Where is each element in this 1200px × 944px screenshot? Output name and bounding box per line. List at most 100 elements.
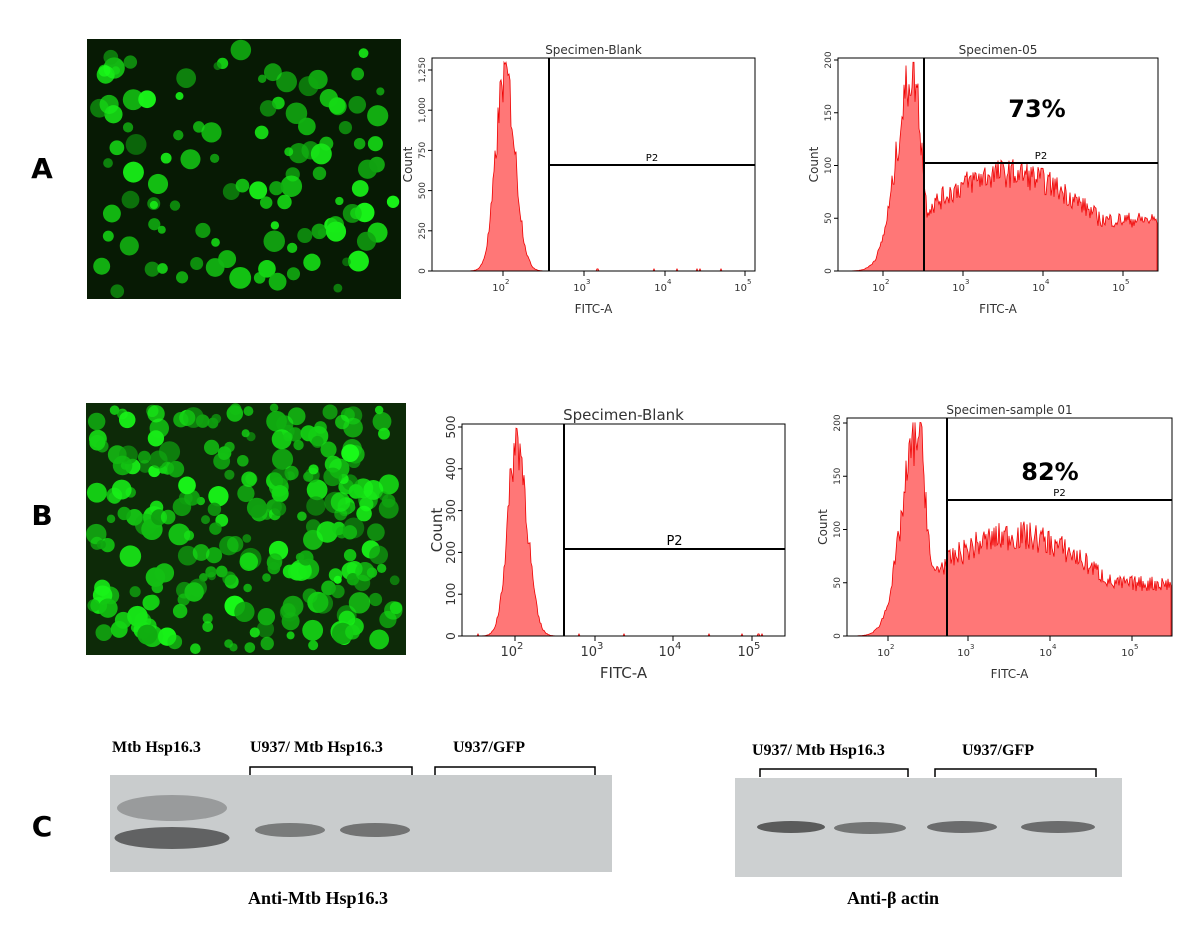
cell — [209, 522, 222, 535]
cell — [118, 411, 136, 429]
blot-membrane — [110, 775, 612, 872]
plot-frame — [461, 423, 786, 637]
x-tick-label: 10 — [952, 283, 965, 294]
x-tick-exponent: 3 — [965, 278, 969, 286]
cell — [103, 158, 113, 168]
y-tick-label: 150 — [833, 467, 843, 484]
cell — [241, 471, 257, 488]
cell — [137, 450, 151, 464]
lane-bracket — [249, 766, 413, 775]
cell — [208, 486, 229, 507]
cell — [285, 102, 308, 125]
cell — [243, 583, 252, 593]
gate-percent: 82% — [1021, 458, 1078, 486]
y-tick-label: 500 — [418, 182, 428, 199]
chart-title: Specimen-sample 01 — [946, 403, 1072, 417]
cell — [381, 494, 396, 508]
cell — [298, 76, 319, 97]
cell — [93, 257, 111, 275]
y-tick-label: 250 — [418, 222, 428, 239]
cell — [89, 434, 106, 451]
gate-label: P2 — [646, 153, 658, 164]
cell — [269, 181, 284, 196]
cell — [342, 525, 358, 540]
cell — [348, 250, 369, 272]
y-tick-label: 400 — [444, 457, 458, 480]
cell — [106, 514, 116, 524]
cell — [325, 221, 347, 242]
y-tick-label: 50 — [824, 212, 834, 224]
cell — [242, 534, 252, 543]
cell — [222, 183, 240, 201]
cell — [376, 87, 385, 96]
x-tick-exponent: 2 — [885, 278, 889, 286]
cell — [308, 464, 319, 475]
cell — [147, 173, 169, 195]
cell — [149, 450, 168, 469]
cell — [328, 97, 346, 114]
cell — [287, 242, 298, 254]
x-tick-exponent: 3 — [586, 278, 590, 286]
cell — [125, 133, 147, 155]
cell — [147, 405, 165, 423]
cell — [207, 417, 219, 429]
cell — [268, 272, 287, 291]
cell — [353, 137, 366, 150]
cell — [110, 620, 128, 638]
x-axis-label: FITC-A — [575, 302, 614, 316]
cell — [201, 122, 222, 143]
x-tick-exponent: 3 — [970, 643, 974, 651]
cell — [138, 90, 156, 109]
cell — [342, 257, 351, 267]
panel-label: A — [31, 152, 53, 185]
cell — [168, 523, 191, 546]
cell — [149, 200, 159, 210]
cell — [320, 441, 337, 458]
cell — [286, 267, 301, 281]
y-tick-label: 100 — [833, 521, 843, 538]
y-axis-label: Count — [428, 508, 446, 553]
cell — [276, 71, 297, 93]
y-tick-label: 0 — [824, 268, 834, 274]
cell — [356, 231, 377, 251]
gate-label: P2 — [666, 534, 682, 549]
cell — [98, 64, 111, 77]
x-tick-label: 10 — [1032, 283, 1045, 294]
cell — [271, 501, 287, 517]
panel-label: C — [32, 810, 53, 843]
cell — [260, 636, 274, 651]
cell — [175, 92, 184, 101]
lane-label: U937/ Mtb Hsp16.3 — [752, 742, 885, 759]
cell — [283, 432, 293, 442]
lane-label: U937/GFP — [962, 742, 1034, 759]
cell — [269, 468, 289, 487]
cell — [176, 271, 189, 284]
y-tick-label: 0 — [444, 632, 458, 640]
cell — [177, 545, 198, 566]
cell — [178, 476, 196, 495]
cell — [297, 228, 313, 244]
cell — [356, 505, 372, 522]
blot-band — [834, 822, 906, 834]
cell — [144, 261, 160, 277]
cell — [342, 203, 362, 223]
cell — [145, 567, 166, 587]
x-tick-exponent: 5 — [747, 278, 751, 286]
cell — [297, 511, 307, 521]
cell — [270, 221, 280, 230]
cell — [237, 454, 249, 467]
cell — [312, 593, 334, 614]
cell — [86, 523, 107, 545]
cell — [269, 403, 279, 413]
y-tick-label: 200 — [824, 51, 834, 68]
x-tick-label: 10 — [654, 283, 667, 294]
cell — [217, 446, 232, 460]
cell — [237, 484, 255, 503]
cell — [224, 469, 235, 480]
blot-band — [117, 795, 227, 821]
x-tick-exponent: 2 — [505, 278, 509, 286]
cell — [343, 417, 363, 438]
cell — [102, 204, 121, 223]
cell — [213, 62, 222, 71]
cell — [335, 196, 344, 206]
